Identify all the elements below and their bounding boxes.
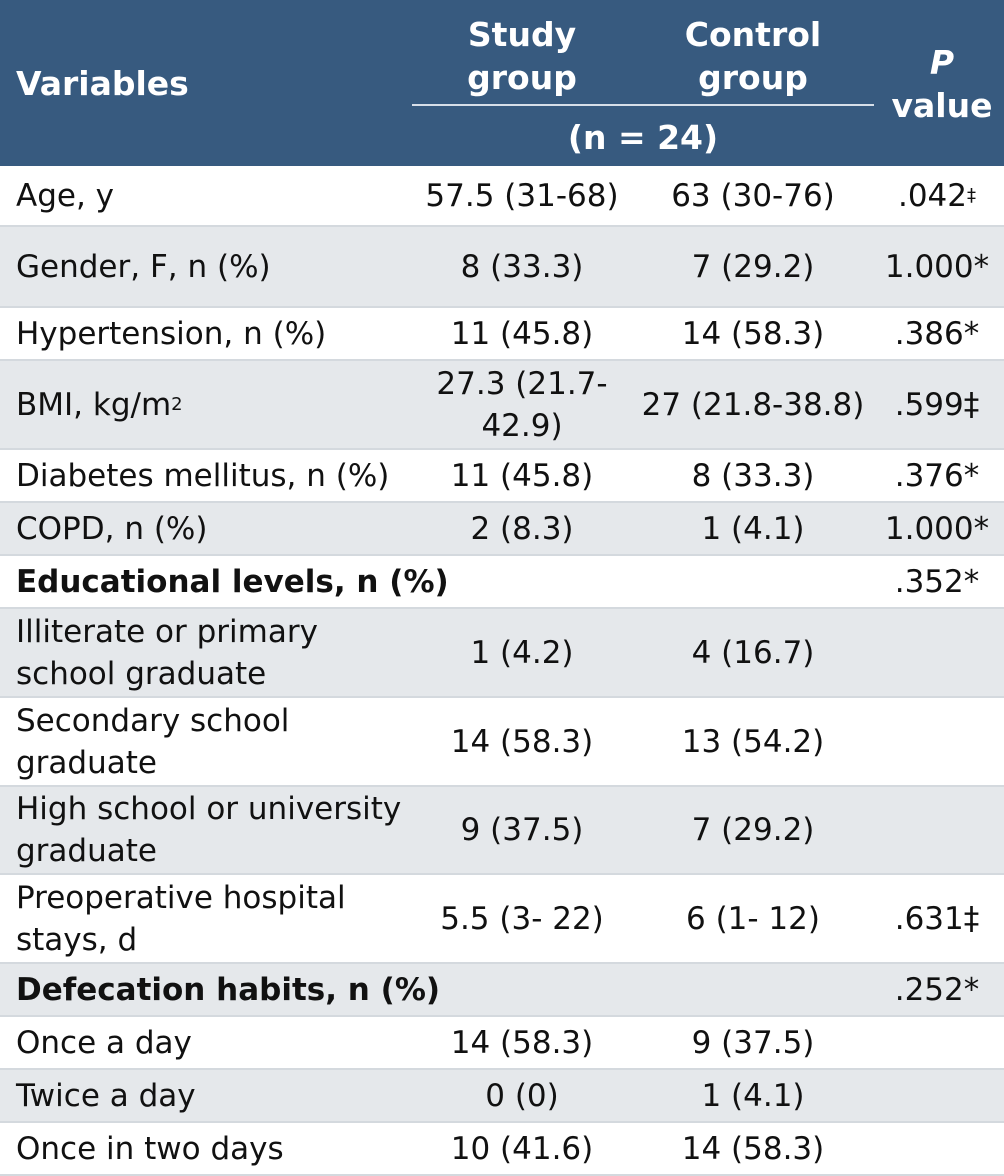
row-study-value: 57.5 (31-68) <box>425 177 619 214</box>
section-row-defecation-habits: Defecation habits, n (%) .252* <box>0 964 1004 1017</box>
p-value-header: P value <box>880 41 1004 127</box>
row-control-value: 7 (29.2) <box>691 812 815 848</box>
row-study-value: 27.3 (21.7-42.9) <box>436 365 608 444</box>
row-study-value: 11 (45.8) <box>450 457 594 494</box>
row-p-value: .376* <box>894 457 980 494</box>
row-study-value: 9 (37.5) <box>460 812 584 848</box>
table-row: Illiterate or primary school graduate 1 … <box>0 609 1004 698</box>
row-control-value: 8 (33.3) <box>691 457 815 494</box>
table-row: COPD, n (%) 2 (8.3) 1 (4.1) 1.000* <box>0 503 1004 556</box>
row-study-value: 8 (33.3) <box>460 248 584 285</box>
row-study-value: 11 (45.8) <box>450 315 594 352</box>
row-control-value: 9 (37.5) <box>691 1024 815 1061</box>
row-variable: Twice a day <box>16 1077 196 1114</box>
row-variable: Once a day <box>16 1024 192 1061</box>
row-control-value: 14 (58.3) <box>681 315 825 352</box>
row-control-value: 27 (21.8-38.8) <box>641 386 865 423</box>
row-variable: Secondary school graduate <box>16 702 290 781</box>
table-row: BMI, kg/m 2 27.3 (21.7-42.9) 27 (21.8-38.… <box>0 361 1004 450</box>
p-value-label: value <box>891 86 993 125</box>
header-divider <box>412 104 874 106</box>
row-control-value: 7 (29.2) <box>691 248 815 285</box>
row-control-value: 4 (16.7) <box>691 634 815 671</box>
study-group-header: Study group <box>467 15 577 97</box>
table-row: Diabetes mellitus, n (%) 11 (45.8) 8 (33… <box>0 450 1004 503</box>
row-p-value: .042 ‡ <box>870 166 1004 225</box>
row-control-value: 13 (54.2) <box>681 723 825 760</box>
row-variable: COPD, n (%) <box>16 510 208 547</box>
row-p-value <box>870 698 1004 785</box>
row-variable: High school or university graduate <box>16 791 402 869</box>
row-control-value: 1 (4.1) <box>701 510 805 547</box>
row-variable: Once in two days <box>16 1130 284 1167</box>
table-row: Gender, F, n (%) 8 (33.3) 7 (29.2) 1.000… <box>0 227 1004 308</box>
section-heading: Educational levels, n (%) <box>16 563 449 600</box>
table-row: Preoperative hospital stays, d 5.5 (3- 2… <box>0 875 1004 964</box>
row-p-value: .252* <box>894 971 980 1008</box>
row-control-value: 6 (1- 12) <box>686 900 820 937</box>
row-control-value: 1 (4.1) <box>701 1077 805 1114</box>
row-p-value: 1.000* <box>884 510 990 547</box>
row-variable: Hypertension, n (%) <box>16 315 327 352</box>
row-p-value: .352* <box>894 563 980 600</box>
row-variable: BMI, kg/m 2 <box>16 361 406 448</box>
row-study-value: 5.5 (3- 22) <box>440 900 604 937</box>
row-variable: Gender, F, n (%) <box>16 248 271 285</box>
control-group-header: Control group <box>684 15 822 97</box>
row-study-value: 14 (58.3) <box>450 1024 594 1061</box>
section-heading: Defecation habits, n (%) <box>16 971 441 1008</box>
p-value-text: .042 <box>897 177 968 214</box>
section-row-educational-levels: Educational levels, n (%) .352* <box>0 556 1004 609</box>
table-row: Hypertension, n (%) 11 (45.8) 14 (58.3) … <box>0 308 1004 361</box>
table-row: Secondary school graduate 14 (58.3) 13 (… <box>0 698 1004 787</box>
row-variable: Preoperative hospital stays, d <box>16 879 346 958</box>
row-variable: Age, y <box>16 177 115 214</box>
sample-size-header: (n = 24) <box>567 118 719 157</box>
row-p-value <box>870 787 1004 873</box>
row-p-value <box>870 1017 1004 1068</box>
variables-header: Variables <box>16 64 189 103</box>
p-label: P <box>929 43 955 82</box>
row-control-value: 14 (58.3) <box>681 1130 825 1167</box>
table-header: Variables Study group Control group P va… <box>0 0 1004 166</box>
row-study-value: 14 (58.3) <box>450 723 594 760</box>
row-variable: Illiterate or primary school graduate <box>16 613 318 692</box>
row-p-value: .631‡ <box>894 900 980 937</box>
table-row: High school or university graduate 9 (37… <box>0 787 1004 875</box>
row-control-value: 63 (30-76) <box>671 177 835 214</box>
row-study-value: 1 (4.2) <box>470 634 574 671</box>
row-p-value <box>870 1123 1004 1174</box>
variable-text: BMI, kg/m <box>16 386 172 423</box>
table-row: Twice a day 0 (0) 1 (4.1) <box>0 1070 1004 1123</box>
table-row: Once a day 14 (58.3) 9 (37.5) <box>0 1017 1004 1070</box>
row-p-value <box>870 609 1004 696</box>
row-study-value: 2 (8.3) <box>470 510 574 547</box>
row-p-value <box>870 1070 1004 1121</box>
row-p-value: .599‡ <box>894 386 980 423</box>
row-study-value: 0 (0) <box>485 1077 559 1114</box>
row-p-value: 1.000* <box>884 248 990 285</box>
row-p-value: .386* <box>894 315 980 352</box>
row-variable: Diabetes mellitus, n (%) <box>16 457 390 494</box>
row-study-value: 10 (41.6) <box>450 1130 594 1167</box>
table-row: Age, y 57.5 (31-68) 63 (30-76) .042 ‡ <box>0 166 1004 227</box>
table-row: Once in two days 10 (41.6) 14 (58.3) <box>0 1123 1004 1176</box>
